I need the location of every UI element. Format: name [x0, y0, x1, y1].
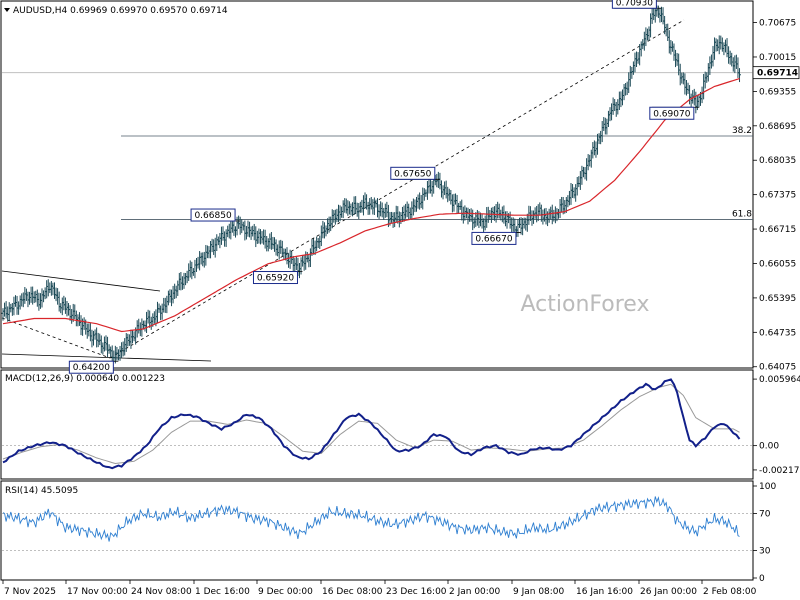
annotation-label: 0.65920 [257, 274, 294, 284]
channel-lines [1, 19, 685, 362]
y-tick-label: 0.68695 [759, 122, 796, 132]
annotation-box [611, 0, 657, 9]
rsi-line [2, 496, 740, 542]
rsi-y-tick-label: 30 [759, 546, 771, 556]
y-tick-label: 0.70675 [759, 19, 796, 29]
x-tick-label: 17 Nov 00:00 [67, 587, 128, 597]
annotation-label: 0.66670 [475, 234, 512, 244]
annotation-label: 0.70930 [616, 0, 653, 8]
fib-level-label: 61.8 [732, 209, 752, 219]
annotation-box [190, 208, 236, 222]
trend-dash-left [1, 317, 111, 359]
dropdown-icon [4, 8, 10, 12]
macd-y-tick-label: -0.002177 [759, 466, 800, 476]
rsi-title: RSI(14) 45.5095 [5, 486, 78, 496]
x-tick-label: 7 Nov 2025 [4, 587, 56, 597]
x-tick-label: 2 Feb 08:00 [703, 587, 757, 597]
x-tick-label: 2 Jan 00:00 [449, 587, 501, 597]
y-tick-label: 0.66055 [759, 259, 796, 269]
annotation-box [252, 271, 298, 285]
annotation-label: 0.66850 [194, 211, 231, 221]
channel-upper-line [1, 270, 161, 292]
price-title: AUDUSD,H4 0.69969 0.69970 0.69570 0.6971… [4, 6, 228, 16]
annotation-box [68, 360, 114, 374]
annotation-label: 0.67650 [394, 169, 431, 179]
y-tick-label: 0.64075 [759, 363, 796, 373]
channel-lower-line [1, 353, 212, 362]
rsi-y-tick-label: 70 [759, 510, 771, 520]
macd-layer: 0.005964 0.00 -0.002177 [2, 375, 800, 476]
y-tick-label: 0.70015 [759, 53, 796, 63]
annotation-label: 0.69070 [653, 109, 690, 119]
x-tick-label: 24 Nov 08:00 [131, 587, 192, 597]
rsi-y-tick-label: 100 [759, 482, 776, 492]
x-tick-label: 9 Dec 00:00 [258, 587, 313, 597]
x-axis: 7 Nov 2025 17 Nov 00:00 24 Nov 08:00 1 Dec … [2, 580, 757, 597]
watermark: ActionForex [521, 292, 650, 317]
macd-y-tick-label: 0.00 [759, 442, 779, 452]
x-tick-label: 23 Dec 16:00 [386, 587, 447, 597]
macd-y-tick-label: 0.005964 [759, 375, 800, 385]
y-tick-label: 0.66715 [759, 225, 796, 235]
moving-average-line [2, 78, 740, 333]
current-price-label: 0.69714 [757, 69, 798, 79]
price-axis: 0.70675 0.70015 0.69355 0.68695 0.68035 0.673… [752, 19, 800, 373]
rsi-layer: 100 70 30 0 [2, 482, 776, 584]
rsi-y-tick-label: 0 [759, 574, 765, 584]
svg-text:AUDUSD,H4 0.69969 0.69970 0.6: AUDUSD,H4 0.69969 0.69970 0.69570 0.6971… [13, 6, 228, 16]
y-tick-label: 0.65395 [759, 294, 796, 304]
x-tick-label: 16 Dec 08:00 [322, 587, 383, 597]
rsi-panel [0, 480, 754, 581]
annotation-box [471, 231, 517, 245]
y-tick-label: 0.69355 [759, 87, 796, 97]
x-tick-label: 26 Jan 00:00 [640, 587, 697, 597]
y-tick-label: 0.68035 [759, 156, 796, 166]
macd-line [2, 378, 741, 470]
x-tick-label: 16 Jan 16:00 [576, 587, 633, 597]
price-annotations: 0.70930 0.67650 0.66850 0.65920 0.66670 0.690… [68, 0, 699, 374]
y-tick-label: 0.67375 [759, 191, 796, 201]
price-panel [0, 0, 754, 369]
annotation-box [649, 106, 695, 120]
x-tick-label: 1 Dec 16:00 [195, 587, 250, 597]
x-tick-label: 9 Jan 08:00 [513, 587, 565, 597]
annotation-box [390, 166, 436, 180]
price-ma [2, 78, 740, 333]
y-tick-label: 0.64735 [759, 328, 796, 338]
current-price-box [752, 66, 800, 80]
macd-title: MACD(12,26,9) 0.000640 0.001223 [5, 374, 165, 384]
fib-level-label: 38.2 [732, 126, 752, 136]
annotation-label: 0.64200 [73, 363, 110, 373]
